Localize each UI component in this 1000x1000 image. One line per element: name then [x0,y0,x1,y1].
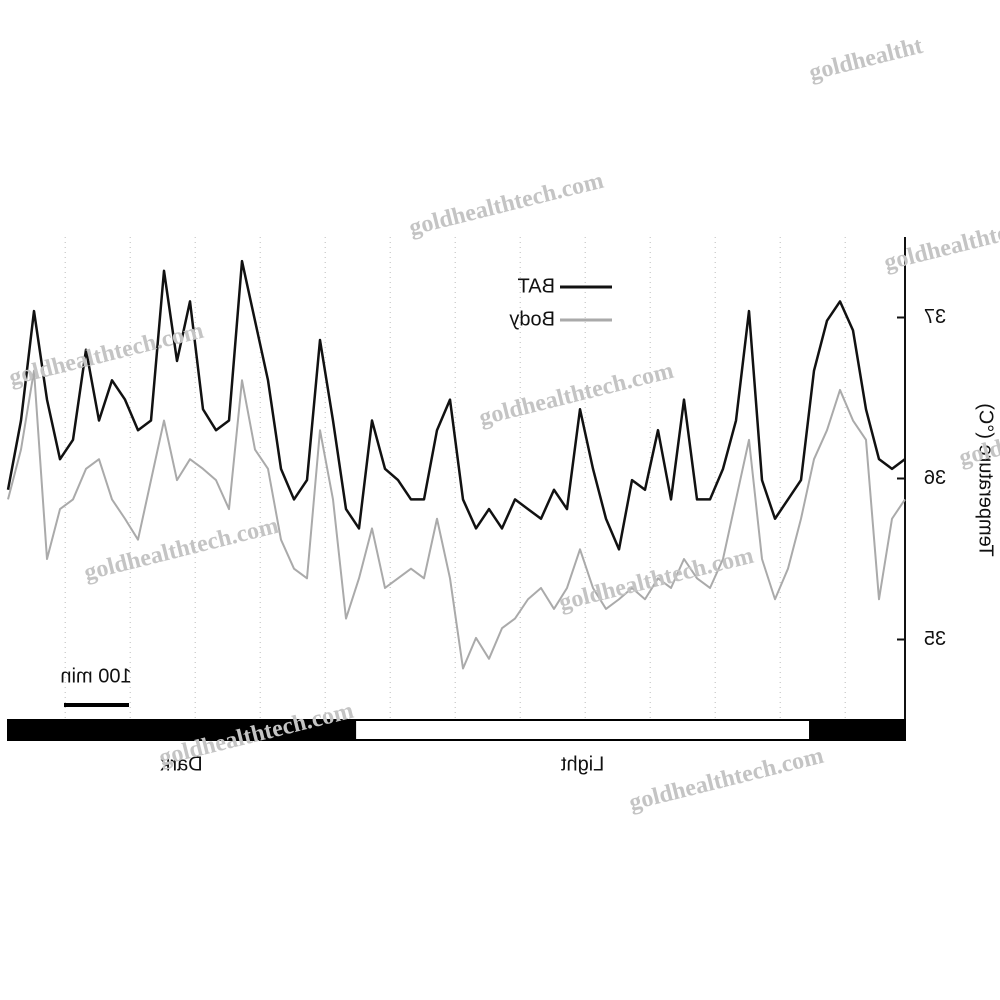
data-line [6,259,906,551]
legend-label: Body [509,308,555,330]
y-axis-title: Temperature (°C) [975,403,997,557]
data-line [7,369,906,670]
period-bar [809,719,906,741]
watermark: goldhealthtech.com [406,168,606,241]
watermark: goldhealthtech.com [626,743,826,816]
period-label: Light [560,753,604,775]
watermark: goldhealthtech.com [556,543,756,616]
period-label: Dark [159,753,202,775]
watermark: goldhealthtech.com [81,513,281,586]
y-tick-label: 36 [924,467,946,489]
period-bar [354,719,812,741]
y-tick-label: 37 [924,306,946,328]
watermark: goldhealtht [806,33,925,86]
scale-bar-label: 100 min [60,665,131,687]
watermark: goldhealthtech.com [881,203,1000,276]
legend-label: BAT [518,275,555,297]
y-tick-label: 35 [924,628,946,650]
watermark: goldhealthtech.com [476,358,676,431]
